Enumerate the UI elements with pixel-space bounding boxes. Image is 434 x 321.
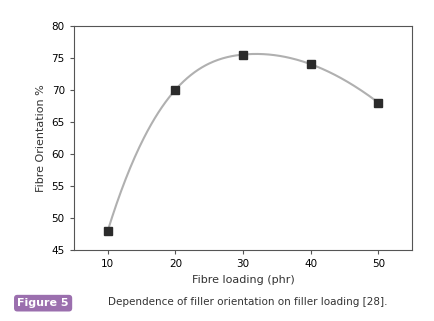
X-axis label: Fibre loading (phr): Fibre loading (phr) xyxy=(192,275,294,285)
Y-axis label: Fibre Orientation %: Fibre Orientation % xyxy=(36,84,46,192)
Text: Dependence of filler orientation on filler loading [28].: Dependence of filler orientation on fill… xyxy=(108,297,388,307)
Text: Figure 5: Figure 5 xyxy=(17,298,69,308)
